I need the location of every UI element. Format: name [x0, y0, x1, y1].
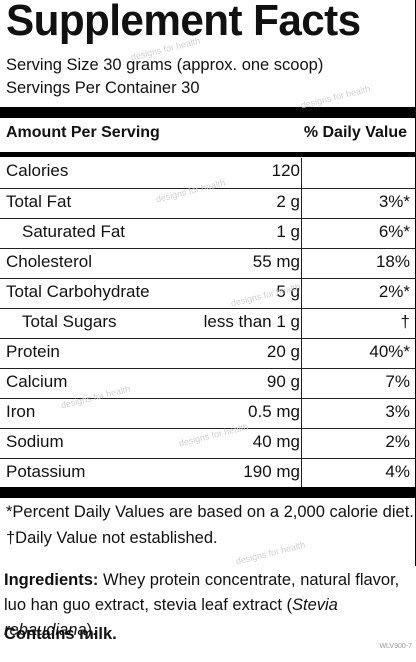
column-divider — [301, 339, 302, 368]
supplement-facts-panel: Supplement Facts Serving Size 30 grams (… — [0, 0, 416, 566]
nutrient-name: Total Carbohydrate — [6, 282, 150, 301]
product-code: WLV900-7 — [379, 643, 412, 650]
table-row: Saturated Fat 1 g 6%* — [0, 218, 416, 248]
table-row: Calcium 90 g 7% — [0, 368, 416, 398]
column-divider — [301, 459, 302, 488]
nutrient-daily-value: 6%* — [378, 222, 410, 241]
servings-per-container: Servings Per Container 30 — [6, 79, 200, 97]
nutrient-name: Calories — [6, 161, 69, 180]
table-row: Total Fat 2 g 3%* — [0, 188, 416, 218]
nutrient-name: Calcium — [6, 372, 68, 391]
nutrient-name: Cholesterol — [6, 252, 92, 271]
panel-title: Supplement Facts — [6, 0, 361, 45]
nutrient-amount: 0.5 mg — [248, 402, 300, 421]
nutrient-amount: 90 g — [266, 372, 300, 391]
header-divider — [0, 152, 415, 157]
nutrient-name: Saturated Fat — [22, 222, 126, 241]
nutrient-daily-value: 3% — [385, 402, 410, 421]
table-row: Cholesterol 55 mg 18% — [0, 248, 416, 278]
nutrient-daily-value: 2%* — [378, 282, 410, 301]
nutrient-amount: 40 mg — [252, 432, 300, 451]
nutrient-name: Total Fat — [6, 192, 72, 211]
ingredients-statement: Ingredients: Whey protein concentrate, n… — [4, 568, 414, 643]
nutrient-amount: less than 1 g — [203, 312, 300, 331]
table-row: Iron 0.5 mg 3% — [0, 398, 416, 428]
amount-per-serving-header: Amount Per Serving — [6, 124, 160, 141]
nutrient-name: Iron — [6, 402, 36, 421]
table-row: Potassium 190 mg 4% — [0, 458, 416, 488]
nutrient-amount: 2 g — [276, 192, 300, 211]
nutrient-amount: 1 g — [276, 222, 300, 241]
thick-divider-top — [0, 107, 415, 118]
nutrient-daily-value: 7% — [385, 372, 410, 391]
nutrient-name: Protein — [6, 342, 60, 361]
column-divider — [301, 189, 302, 218]
nutrient-daily-value: † — [400, 312, 410, 331]
ingredients-text: Whey protein concentrate, natural flavor… — [4, 571, 400, 614]
column-divider — [301, 399, 302, 428]
footnote-dagger: †Daily Value not established. — [6, 529, 218, 547]
thick-divider-bottom — [0, 487, 415, 498]
table-row: Sodium 40 mg 2% — [0, 428, 416, 458]
footnote-percent: *Percent Daily Values are based on a 2,0… — [6, 503, 414, 521]
table-row: Total Sugars less than 1 g † — [0, 308, 416, 338]
serving-size: Serving Size 30 grams (approx. one scoop… — [6, 56, 324, 74]
table-row: Total Carbohydrate 5 g 2%* — [0, 278, 416, 308]
column-divider — [301, 158, 302, 188]
nutrient-name: Total Sugars — [22, 312, 117, 331]
column-divider — [301, 279, 302, 308]
nutrient-name: Potassium — [6, 462, 86, 481]
nutrient-table: Calories 120 Total Fat 2 g 3%* Saturated Fat 1… — [0, 158, 416, 488]
nutrient-amount: 55 mg — [252, 252, 300, 271]
table-row: Calories 120 — [0, 158, 416, 188]
nutrient-daily-value: 40%* — [369, 342, 410, 361]
ingredients-label: Ingredients: — [4, 571, 99, 589]
nutrient-amount: 190 mg — [243, 462, 300, 481]
nutrient-daily-value: 4% — [385, 462, 410, 481]
nutrient-name: Sodium — [6, 432, 64, 451]
ingredients-italic: Stevia rebaudiana — [4, 596, 338, 639]
column-divider — [301, 429, 302, 458]
nutrient-daily-value: 3%* — [378, 192, 410, 211]
nutrient-amount: 120 — [271, 161, 300, 180]
column-divider — [301, 369, 302, 398]
column-divider — [301, 219, 302, 248]
ingredients-end: ). — [86, 621, 97, 639]
nutrient-amount: 5 g — [276, 282, 300, 301]
nutrient-amount: 20 g — [266, 342, 300, 361]
table-row: Protein 20 g 40%* — [0, 338, 416, 368]
nutrient-daily-value: 2% — [385, 432, 410, 451]
column-divider — [301, 249, 302, 278]
column-divider — [301, 309, 302, 338]
allergen-statement: Contains milk. — [4, 625, 117, 643]
daily-value-header: % Daily Value — [303, 124, 407, 141]
nutrient-daily-value: 18% — [375, 252, 410, 271]
